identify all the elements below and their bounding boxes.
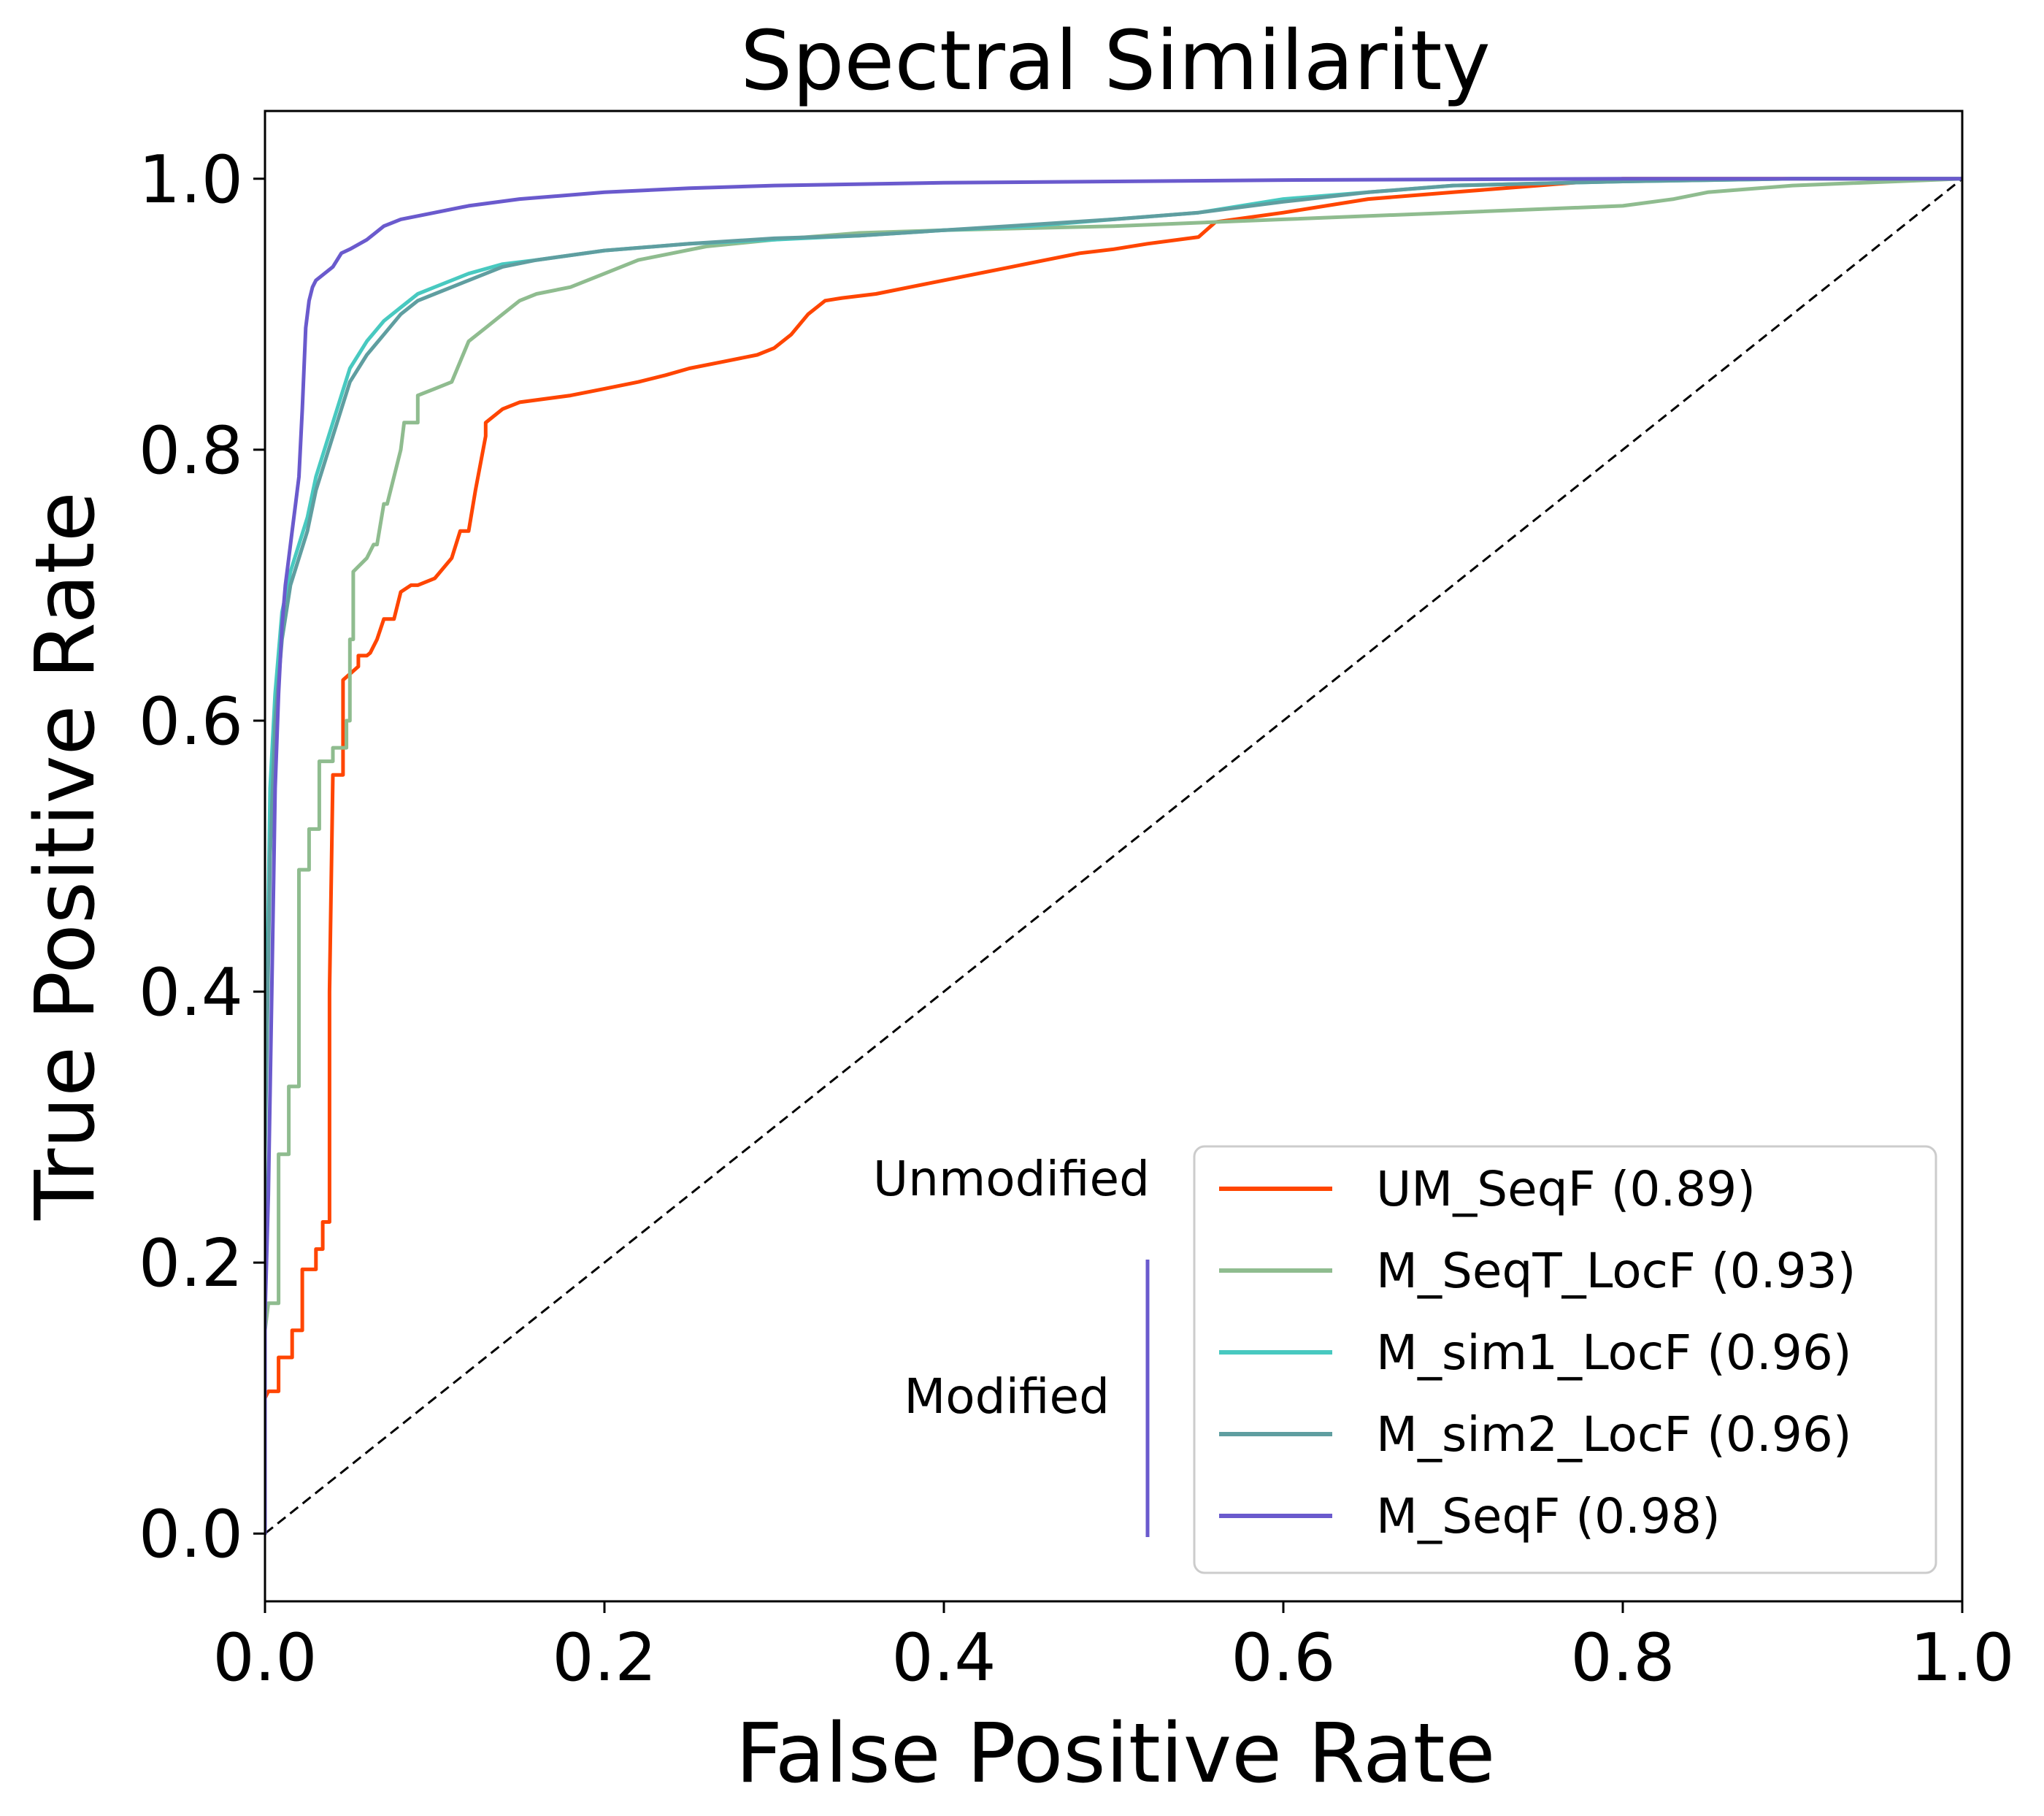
x-tick-label: 0.0 bbox=[212, 1620, 317, 1696]
legend-label: M_sim2_LocF (0.96) bbox=[1376, 1406, 1852, 1463]
chart-title: Spectral Similarity bbox=[740, 14, 1491, 109]
series-line-1 bbox=[265, 177, 1962, 1536]
legend-label: M_SeqT_LocF (0.93) bbox=[1376, 1243, 1856, 1299]
legend-label: M_sim1_LocF (0.96) bbox=[1376, 1325, 1852, 1381]
y-axis-label: True Positive Rate bbox=[18, 491, 113, 1221]
legend-items: UM_SeqF (0.89) M_SeqT_LocF (0.93) M_sim1_L… bbox=[1219, 1161, 1856, 1544]
diagonal-layer bbox=[264, 177, 1963, 1535]
diagonal-reference-line bbox=[264, 177, 1963, 1535]
y-tick-label: 0.4 bbox=[139, 954, 243, 1031]
y-tick-label: 0.8 bbox=[139, 413, 243, 489]
series-line-5 bbox=[265, 177, 1962, 1536]
legend-label: M_SeqF (0.98) bbox=[1376, 1488, 1721, 1544]
y-tick-label: 1.0 bbox=[139, 142, 243, 218]
x-tick-label: 0.2 bbox=[552, 1620, 656, 1696]
x-axis-ticks: 0.0 0.2 0.4 0.6 0.8 1.0 bbox=[212, 1601, 2015, 1696]
plot-area bbox=[264, 110, 1964, 1603]
y-tick-label: 0.2 bbox=[139, 1225, 243, 1302]
legend-label: UM_SeqF (0.89) bbox=[1376, 1161, 1756, 1217]
group-label-unmodified: Unmodified bbox=[873, 1151, 1150, 1207]
y-axis-ticks: 0.0 0.2 0.4 0.6 0.8 1.0 bbox=[139, 142, 265, 1573]
series-line-4 bbox=[265, 177, 1962, 1536]
x-tick-label: 0.4 bbox=[891, 1620, 996, 1696]
x-axis-label: False Positive Rate bbox=[736, 1706, 1496, 1801]
y-tick-label: 0.6 bbox=[139, 683, 243, 760]
series-layer bbox=[265, 177, 1962, 1536]
group-label-modified: Modified bbox=[904, 1368, 1110, 1425]
x-tick-label: 0.8 bbox=[1570, 1620, 1675, 1696]
x-tick-label: 1.0 bbox=[1910, 1620, 2014, 1696]
legend: UM_SeqF (0.89) M_SeqT_LocF (0.93) M_sim1_L… bbox=[1193, 1145, 1937, 1574]
x-tick-label: 0.6 bbox=[1231, 1620, 1335, 1696]
plot-frame bbox=[264, 110, 1964, 1603]
legend-frame bbox=[1193, 1145, 1937, 1574]
y-tick-label: 0.0 bbox=[139, 1496, 243, 1573]
